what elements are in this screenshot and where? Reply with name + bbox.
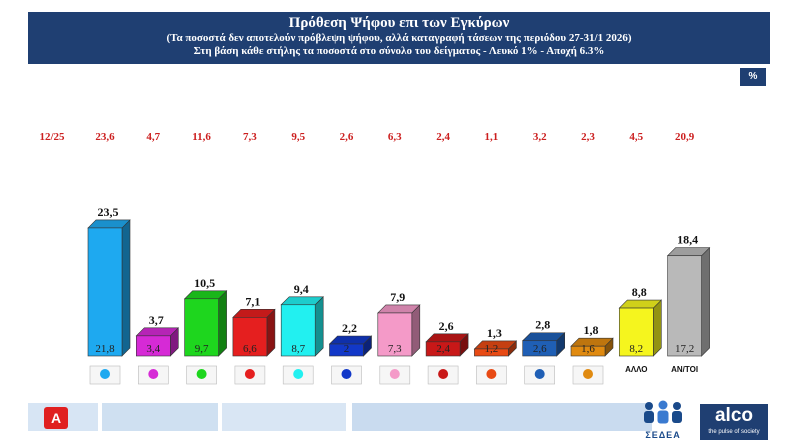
prev-value-label: 7,3 xyxy=(243,131,257,143)
bar xyxy=(474,348,509,357)
party-logo-icon xyxy=(341,369,352,379)
prev-value-label: 3,2 xyxy=(533,131,547,143)
bar xyxy=(425,341,461,357)
bar-base-label: 8,7 xyxy=(291,343,305,355)
prev-period-label: 12/25 xyxy=(39,131,65,143)
bar xyxy=(522,340,558,357)
prev-value-label: 23,6 xyxy=(95,131,115,143)
bar xyxy=(667,255,702,357)
prev-value-label: 20,9 xyxy=(675,131,695,143)
party-logo-icon xyxy=(293,369,304,379)
bar-value-label: 7,9 xyxy=(390,290,405,304)
bar-base-label: 8,2 xyxy=(629,343,643,355)
bar xyxy=(329,343,364,357)
bar xyxy=(280,304,316,357)
footer-segment xyxy=(222,403,346,431)
bar-value-label: 2,6 xyxy=(439,319,454,333)
party-logo-icon xyxy=(244,369,255,379)
bar-side xyxy=(218,290,227,357)
chart-header: Πρόθεση Ψήφου επι των Εγκύρων (Τα ποσοστ… xyxy=(28,12,770,64)
bar-chart: 12/25 23,623,521,84,73,73,411,610,59,77,3… xyxy=(39,131,711,385)
bar-value-label: 7,1 xyxy=(245,294,260,308)
bar xyxy=(570,345,606,357)
party-logo-icon xyxy=(389,369,400,379)
bar-value-label: 3,7 xyxy=(149,313,164,327)
category-label: ΑΛΛΟ xyxy=(625,365,647,374)
prev-value-label: 9,5 xyxy=(291,131,305,143)
alpha-channel-logo: A xyxy=(44,407,68,429)
prev-value-label: 1,1 xyxy=(485,131,499,143)
party-logo-icon xyxy=(148,369,159,379)
alco-logo: alco the pulse of society xyxy=(700,404,768,440)
sedea-logo: ΣΕΔΕΑ xyxy=(636,400,690,444)
alco-tagline: the pulse of society xyxy=(708,429,760,435)
bar xyxy=(87,227,123,357)
bar xyxy=(618,307,654,357)
prev-value-label: 4,5 xyxy=(629,131,643,143)
bar-side xyxy=(701,246,710,357)
percent-badge: % xyxy=(740,68,766,86)
bar-value-label: 10,5 xyxy=(194,276,215,290)
party-logo-icon xyxy=(583,369,593,379)
bar-value-label: 2,2 xyxy=(342,321,357,335)
chart-note: Στη βάση κάθε στήλης τα ποσοστά στο σύνο… xyxy=(193,45,605,57)
bar-value-label: 1,8 xyxy=(584,323,599,337)
bar-side xyxy=(652,299,662,357)
bar-base-label: 2,4 xyxy=(436,343,450,355)
bar-base-label: 17,2 xyxy=(675,343,694,355)
prev-value-label: 2,4 xyxy=(436,131,450,143)
bar xyxy=(136,335,171,357)
prev-value-label: 6,3 xyxy=(388,131,402,143)
bar-side xyxy=(411,304,421,357)
bar-base-label: 3,4 xyxy=(146,343,160,355)
prev-value-label: 2,6 xyxy=(340,131,354,143)
bar-value-label: 23,5 xyxy=(98,205,119,219)
alco-name: alco xyxy=(714,405,754,426)
bar xyxy=(377,312,413,357)
party-logo-icon xyxy=(486,369,497,379)
bar-base-label: 1,2 xyxy=(485,343,499,355)
party-logo-icon xyxy=(438,369,449,379)
bar-side xyxy=(314,296,324,357)
prev-value-label: 2,3 xyxy=(581,131,595,143)
bar-value-label: 9,4 xyxy=(294,282,309,296)
bar xyxy=(232,317,268,357)
prev-value-label: 4,7 xyxy=(146,131,160,143)
bar-value-label: 1,3 xyxy=(487,326,502,340)
bar-base-label: 7,3 xyxy=(388,343,402,355)
footer-segment xyxy=(352,403,652,431)
party-logo-icon xyxy=(196,369,207,379)
party-logo-icon xyxy=(534,369,545,379)
prev-value-label: 11,6 xyxy=(192,131,211,143)
footer-segment xyxy=(102,403,218,431)
party-logo-icon xyxy=(100,369,110,379)
bar-base-label: 6,6 xyxy=(243,343,257,355)
bar-value-label: 2,8 xyxy=(535,318,550,332)
bar-value-label: 18,4 xyxy=(677,233,698,247)
chart-subtitle: (Τα ποσοστά δεν αποτελούν πρόβλεψη ψήφου… xyxy=(166,32,632,44)
bar-base-label: 2 xyxy=(344,343,350,355)
bar-base-label: 1,6 xyxy=(581,343,595,355)
svg-text:A: A xyxy=(51,410,61,426)
bar-value-label: 8,8 xyxy=(632,285,647,299)
bar xyxy=(184,298,219,357)
bar-base-label: 21,8 xyxy=(95,343,115,355)
category-label: ΑΝ/ΤΟΙ xyxy=(671,365,698,374)
footer-strip xyxy=(28,403,652,431)
sedea-label: ΣΕΔΕΑ xyxy=(645,430,681,440)
bar-side xyxy=(121,219,131,357)
chart-title: Πρόθεση Ψήφου επι των Εγκύρων xyxy=(288,15,510,31)
bar-base-label: 2,6 xyxy=(533,343,547,355)
people-icon xyxy=(644,400,682,424)
bar-base-label: 9,7 xyxy=(195,343,209,355)
